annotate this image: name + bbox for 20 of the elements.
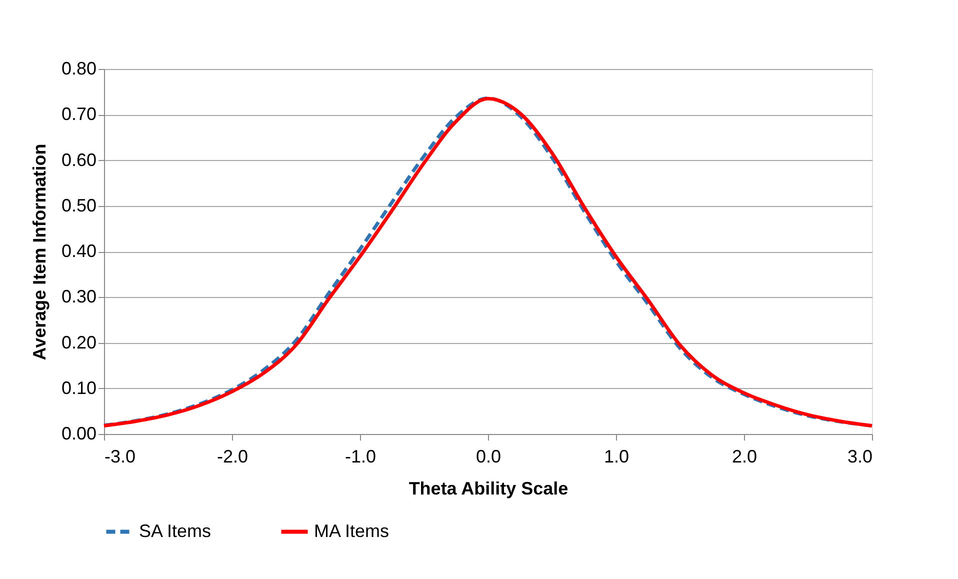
legend-label: SA Items [139, 520, 212, 541]
x-tick-label: 3.0 [847, 446, 872, 466]
x-tick-label: -1.0 [344, 446, 376, 466]
y-tick-label: 0.60 [61, 150, 96, 170]
y-tick-label: 0.40 [61, 241, 96, 261]
y-tick-label: 0.70 [61, 104, 96, 124]
y-tick-label: 0.10 [61, 378, 96, 398]
y-tick-label: 0.30 [61, 286, 96, 307]
x-tick-label: 2.0 [732, 446, 758, 466]
y-axis-title: Average Item Information [29, 144, 50, 360]
y-tick-label: 0.20 [61, 332, 96, 352]
x-tick-label: -3.0 [104, 446, 136, 466]
x-tick-label: 0.0 [476, 446, 502, 466]
x-axis-title: Theta Ability Scale [408, 478, 568, 498]
x-tick-label: -2.0 [216, 446, 248, 466]
y-tick-label: 0.80 [61, 58, 96, 78]
legend-label: MA Items [314, 520, 390, 541]
y-tick-label: 0.50 [61, 195, 96, 216]
y-tick-label: 0.00 [61, 424, 96, 444]
x-tick-label: 1.0 [604, 446, 630, 466]
